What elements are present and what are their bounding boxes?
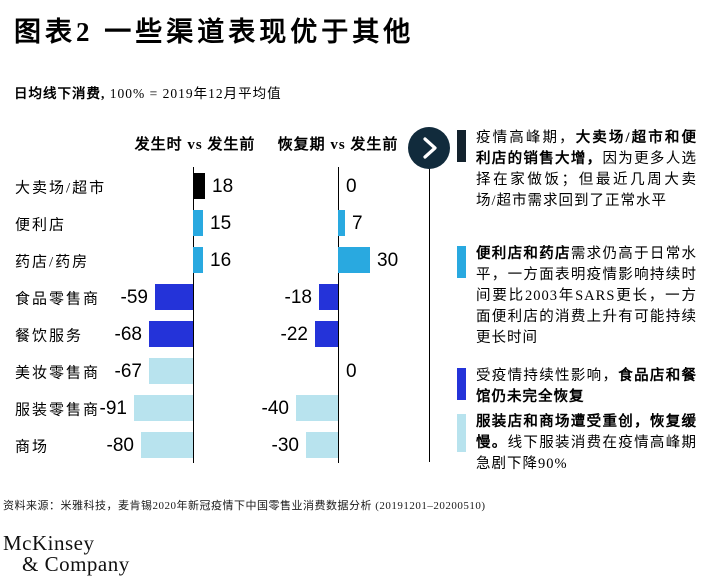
category-label: 餐饮服务 — [15, 328, 84, 344]
insight-item-hypermarket: 疫情高峰期，大卖场/超市和便利店的销售大增，因为更多人选择在家做饭；但最近几周大… — [457, 128, 697, 212]
column-header-during: 发生时 vs 发生前 — [134, 137, 256, 153]
mckinsey-logo: McKinsey & Company — [3, 533, 130, 575]
bar-recovery — [306, 432, 338, 458]
insight-item-convenience: 便利店和药店需求仍高于日常水平，一方面表明疫情影响持续时间要比2003年SARS… — [457, 244, 697, 349]
category-label: 大卖场/超市 — [15, 180, 107, 196]
bar-during — [149, 358, 193, 384]
chart-row: 服装零售商 -91 -40 — [0, 390, 703, 427]
value-label: -40 — [261, 397, 289, 419]
bar-during — [134, 395, 193, 421]
value-label: -59 — [120, 286, 148, 308]
value-label: 30 — [377, 249, 399, 271]
page-title: 图表2 一些渠道表现优于其他 — [14, 17, 415, 47]
chart-row: 药店/药房 16 30 — [0, 242, 703, 279]
insight-text: 疫情高峰期，大卖场/超市和便利店的销售大增，因为更多人选择在家做饭；但最近几周大… — [476, 130, 698, 209]
value-label: 15 — [210, 212, 232, 234]
bar-recovery — [319, 284, 338, 310]
bar-during — [193, 210, 203, 236]
value-label: 18 — [212, 175, 234, 197]
bar-recovery — [315, 321, 338, 347]
category-label: 美妆零售商 — [15, 365, 101, 381]
bar-recovery — [338, 210, 345, 236]
chart-subtitle: 日均线下消费, 100% = 2019年12月平均值 — [14, 82, 282, 102]
insight-text: 服装店和商场遭受重创，恢复缓慢。线下服装消费在疫情高峰期急剧下降90% — [476, 414, 698, 472]
chart-row: 美妆零售商 -67 0 — [0, 353, 703, 390]
category-label: 食品零售商 — [15, 291, 101, 307]
axis-line-recovery — [338, 167, 339, 463]
bar-during — [193, 247, 203, 273]
bar-during — [155, 284, 193, 310]
insight-item-apparel: 服装店和商场遭受重创，恢复缓慢。线下服装消费在疫情高峰期急剧下降90% — [457, 412, 697, 475]
category-label: 服装零售商 — [15, 402, 101, 418]
legend-marker-black — [457, 130, 466, 162]
column-header-recovery: 恢复期 vs 发生前 — [277, 137, 399, 153]
bar-recovery — [296, 395, 338, 421]
chart-row: 餐饮服务 -68 -22 — [0, 316, 703, 353]
value-label: -67 — [114, 360, 142, 382]
value-label: -30 — [271, 434, 299, 456]
legend-marker-paleblue — [457, 414, 466, 452]
bar-during — [193, 173, 205, 199]
value-label: -91 — [99, 397, 127, 419]
category-label: 便利店 — [15, 217, 67, 233]
chart-row: 商场 -80 -30 — [0, 427, 703, 464]
bar-during — [149, 321, 193, 347]
value-label: -68 — [114, 323, 142, 345]
chart-row: 便利店 15 7 — [0, 205, 703, 242]
insight-item-food: 受疫情持续性影响，食品店和餐馆仍未完全恢复 — [457, 366, 697, 408]
legend-marker-royalblue — [457, 368, 466, 400]
bar-recovery — [338, 247, 370, 273]
logo-line1: McKinsey — [3, 531, 95, 555]
category-label: 药店/药房 — [15, 254, 90, 270]
insight-text: 受疫情持续性影响，食品店和餐馆仍未完全恢复 — [476, 368, 698, 405]
chevron-right-icon — [423, 137, 437, 159]
source-note: 资料来源：米雅科技，麦肯锡2020年新冠疫情下中国零售业消费数据分析 (2019… — [3, 500, 486, 512]
value-label: 0 — [346, 175, 357, 197]
value-label: 16 — [210, 249, 232, 271]
legend-marker-lightblue — [457, 246, 466, 278]
category-label: 商场 — [15, 439, 50, 455]
value-label: -22 — [280, 323, 308, 345]
divider-line — [429, 168, 430, 462]
subtitle-bold: 日均线下消费, — [14, 86, 106, 101]
subtitle-rest: 100% = 2019年12月平均值 — [109, 86, 282, 101]
insight-text: 便利店和药店需求仍高于日常水平，一方面表明疫情影响持续时间要比2003年SARS… — [476, 246, 698, 346]
value-label: -18 — [284, 286, 312, 308]
logo-line2: & Company — [22, 552, 130, 576]
axis-line-during — [193, 167, 194, 463]
value-label: -80 — [106, 434, 134, 456]
chart-row: 大卖场/超市 18 0 — [0, 168, 703, 205]
value-label: 7 — [352, 212, 363, 234]
next-arrow-button[interactable] — [408, 127, 450, 169]
value-label: 0 — [346, 360, 357, 382]
chart-row: 食品零售商 -59 -18 — [0, 279, 703, 316]
bar-during — [141, 432, 193, 458]
